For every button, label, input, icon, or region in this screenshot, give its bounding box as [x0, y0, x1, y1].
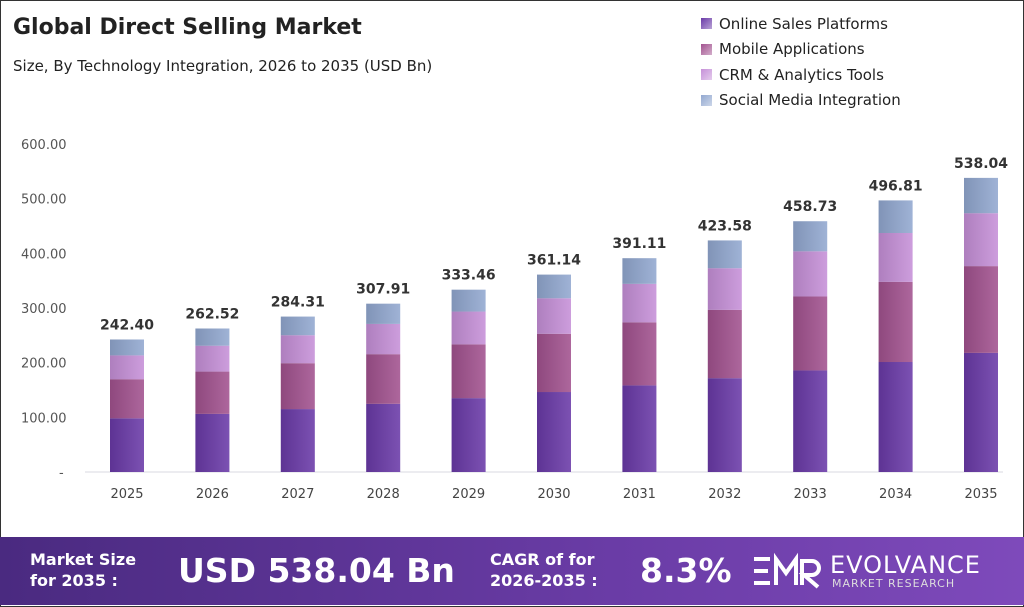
total-data-label: 458.73	[783, 199, 837, 215]
x-tick-label: 2028	[367, 487, 400, 502]
x-tick-label: 2029	[452, 487, 485, 502]
legend-label: Mobile Applications	[719, 40, 865, 59]
chart-subtitle: Size, By Technology Integration, 2026 to…	[13, 57, 433, 75]
legend-label: Online Sales Platforms	[719, 14, 888, 33]
total-data-label: 496.81	[869, 178, 923, 194]
bar-shading	[110, 339, 144, 472]
x-tick-label: 2032	[708, 487, 741, 502]
legend-swatch	[701, 94, 712, 106]
y-tick-label: 400.00	[21, 247, 67, 262]
cagr-label-line2: 2026-2035 :	[490, 571, 598, 590]
bar-shading	[366, 303, 401, 472]
market-size-value: USD 538.04 Bn	[178, 551, 455, 590]
legend-item: Online Sales Platforms	[701, 11, 901, 37]
bar-shading	[451, 289, 486, 472]
y-tick-label: 300.00	[21, 302, 67, 317]
bar-shading	[280, 316, 315, 472]
total-data-label: 361.14	[527, 253, 581, 269]
x-tick-label: 2034	[879, 487, 912, 502]
legend-swatch	[701, 69, 712, 81]
x-tick-label: 2033	[794, 487, 827, 502]
legend-label: Social Media Integration	[719, 91, 901, 110]
y-tick-label: -	[59, 466, 64, 481]
x-tick-label: 2031	[623, 487, 656, 502]
y-tick-label: 500.00	[21, 193, 67, 208]
y-tick-label: 600.00	[21, 138, 67, 153]
total-data-label: 307.91	[356, 282, 410, 298]
cagr-label-line1: CAGR of for	[490, 550, 595, 569]
legend-item: Mobile Applications	[701, 37, 901, 63]
legend-item: Social Media Integration	[701, 88, 901, 114]
bar-shading	[707, 240, 742, 472]
stacked-bar-chart: - 100.00 200.00 300.00 400.00 500.00 600.00 242…	[21, 138, 1008, 502]
cagr-value: 8.3%	[640, 551, 732, 590]
x-tick-label: 2026	[196, 487, 229, 502]
bar-shading	[878, 200, 913, 472]
legend-swatch	[701, 18, 712, 30]
total-data-label: 242.40	[100, 317, 154, 333]
bar-shading	[195, 328, 230, 472]
total-data-label: 391.11	[612, 236, 666, 252]
total-data-label: 538.04	[954, 156, 1008, 172]
y-tick-label: 200.00	[21, 357, 67, 372]
total-data-label: 333.46	[442, 268, 496, 284]
market-size-label: Market Size for 2035 :	[30, 549, 136, 591]
market-size-label-line2: for 2035 :	[30, 571, 118, 590]
evolvance-logo-icon	[754, 552, 821, 589]
bar-shading	[622, 258, 657, 472]
cagr-label: CAGR of for 2026-2035 :	[490, 549, 598, 591]
logo-subtitle: MARKET RESEARCH	[832, 577, 956, 590]
x-tick-label: 2025	[110, 487, 143, 502]
total-data-label: 423.58	[698, 218, 752, 234]
bar-shading	[793, 221, 828, 472]
bar-shading	[537, 274, 571, 472]
chart-title: Global Direct Selling Market	[13, 15, 362, 40]
legend: Online Sales Platforms Mobile Application…	[701, 11, 901, 113]
market-size-label-line1: Market Size	[30, 550, 137, 569]
total-data-label: 284.31	[271, 295, 325, 311]
x-tick-label: 2030	[537, 487, 570, 502]
summary-banner: Market Size for 2035 : USD 538.04 Bn CAG…	[0, 537, 1024, 605]
legend-label: CRM & Analytics Tools	[719, 65, 884, 84]
x-tick-label: 2027	[281, 487, 314, 502]
legend-item: CRM & Analytics Tools	[701, 62, 901, 88]
legend-swatch	[701, 43, 712, 55]
y-tick-label: 100.00	[21, 411, 67, 426]
total-data-label: 262.52	[185, 307, 239, 323]
x-tick-label: 2035	[964, 487, 997, 502]
bar-shading	[964, 177, 998, 473]
logo-name: EVOLVANCE	[830, 551, 981, 579]
